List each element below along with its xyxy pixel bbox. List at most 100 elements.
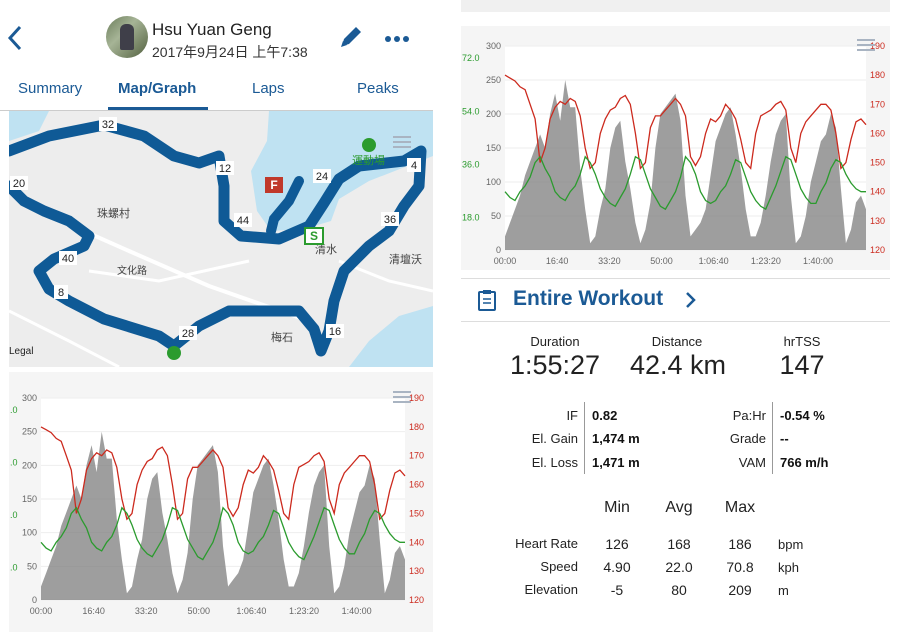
map-place-label: 文化路 (117, 264, 147, 277)
metric-label: Grade (729, 431, 766, 446)
pencil-icon (341, 27, 361, 47)
divider (772, 402, 773, 474)
map-menu-icon[interactable] (393, 133, 411, 149)
x-axis-tick: 16:40 (82, 606, 105, 616)
right-axis-tick: 190 (870, 41, 885, 51)
active-tab-indicator (108, 107, 208, 110)
chevron-right-icon (686, 292, 696, 308)
row-max: 209 (728, 582, 752, 598)
start-marker-icon (304, 227, 324, 245)
x-axis-tick: 16:40 (546, 256, 569, 266)
right-axis-tick: 180 (870, 70, 885, 80)
speed-axis-tick: 72.0 (462, 53, 480, 63)
elevation-area (41, 431, 405, 600)
workout-date: 2017年9月24日 上午7:38 (152, 44, 308, 60)
entire-workout-title: Entire Workout (513, 287, 664, 310)
left-axis-tick: 0 (496, 245, 501, 255)
metric-label: IF (566, 408, 578, 423)
map-canvas: 珠螺村 文化路 清水 清壇沃 梅石 運動場 32 12 20 44 24 4 3… (9, 111, 433, 367)
heart-rate-line (504, 74, 867, 170)
km-marker: 32 (102, 119, 114, 131)
right-axis-tick: 180 (409, 422, 424, 432)
distance-value: 42.4 km (629, 350, 727, 380)
right-axis-tick: 130 (409, 566, 424, 576)
left-axis-tick: 100 (486, 177, 501, 187)
x-axis-tick: 50:00 (650, 256, 673, 266)
water-area (349, 306, 433, 367)
right-axis-tick: 120 (870, 245, 885, 255)
x-axis-tick: 1:23:20 (289, 606, 319, 616)
divider (584, 402, 585, 474)
speed-axis-tick: .0 (10, 563, 18, 573)
x-axis-tick: 1:40:00 (342, 606, 372, 616)
edit-button[interactable] (336, 22, 366, 52)
map-legal-link[interactable]: Legal (9, 346, 33, 357)
table-header: Avg (665, 499, 693, 516)
row-min: -5 (610, 582, 624, 598)
left-screen: Hsu Yuan Geng 2017年9月24日 上午7:38 Summary … (0, 0, 433, 642)
row-avg: 168 (667, 536, 691, 552)
avatar[interactable] (106, 16, 148, 58)
top-strip (461, 0, 890, 12)
left-axis-tick: 50 (491, 211, 501, 221)
left-axis-tick: 50 (27, 561, 37, 571)
tab-summary[interactable]: Summary (18, 80, 83, 97)
route-map[interactable]: 珠螺村 文化路 清水 清壇沃 梅石 運動場 32 12 20 44 24 4 3… (9, 111, 433, 367)
left-axis-tick: 300 (486, 41, 501, 51)
km-marker: 20 (13, 178, 25, 190)
workout-chart-right[interactable]: 0 50 100 150 200 250 300 120 130 140 150 160 170 180 1… (461, 26, 890, 270)
left-axis-tick: 0 (32, 595, 37, 605)
finish-marker-icon (265, 177, 283, 193)
speed-line (40, 506, 405, 561)
chart-menu-icon[interactable] (393, 388, 411, 404)
row-max: 70.8 (726, 559, 754, 575)
speed-line (504, 155, 866, 211)
workout-chart-left[interactable]: 0 50 100 150 200 250 300 120 130 140 150 160 170 180 1… (9, 372, 433, 632)
metric-value: 1,471 m (592, 455, 640, 470)
ellipsis-icon (385, 36, 409, 42)
right-axis-tick: 170 (409, 451, 424, 461)
right-axis-tick: 150 (870, 158, 885, 168)
athlete-name: Hsu Yuan Geng (152, 20, 272, 39)
x-axis-tick: 50:00 (188, 606, 211, 616)
km-marker: 28 (182, 328, 194, 340)
table-header: Max (724, 499, 756, 516)
tab-map-graph[interactable]: Map/Graph (118, 80, 197, 97)
entire-workout-row[interactable]: Entire Workout (461, 278, 890, 322)
right-axis-tick: 170 (870, 99, 885, 109)
chart-menu-icon[interactable] (857, 36, 875, 52)
tab-peaks[interactable]: Peaks (357, 80, 399, 97)
speed-axis-tick: 18.0 (462, 212, 480, 222)
poi-icon (167, 346, 181, 360)
row-min: 126 (605, 536, 629, 552)
left-axis-tick: 200 (486, 109, 501, 119)
map-place-label: 運動場 (352, 153, 385, 167)
x-axis-tick: 33:20 (598, 256, 621, 266)
left-axis-tick: 100 (22, 528, 37, 538)
km-marker: 44 (237, 215, 249, 227)
right-axis-tick: 140 (870, 187, 885, 197)
duration-value: 1:55:27 (509, 350, 601, 380)
km-marker: 40 (62, 253, 74, 265)
km-marker: 16 (329, 326, 341, 338)
workout-chart-svg: 0 50 100 150 200 250 300 120 130 140 150 160 170 180 1… (10, 393, 424, 616)
map-place-label: 珠螺村 (97, 206, 130, 220)
map-place-label: 清壇沃 (389, 252, 422, 266)
row-min: 4.90 (603, 559, 631, 575)
metric-value: 0.82 (592, 408, 618, 423)
metric-value: 1,474 m (592, 431, 640, 446)
metric-value: -- (780, 431, 789, 446)
speed-axis-tick: .0 (10, 405, 18, 415)
heart-rate-line (40, 426, 406, 521)
x-axis-tick: 00:00 (30, 606, 53, 616)
workout-header: Hsu Yuan Geng 2017年9月24日 上午7:38 (0, 0, 433, 68)
more-button[interactable] (382, 24, 412, 54)
chevron-left-icon (7, 25, 22, 51)
back-button[interactable] (6, 24, 26, 52)
duration-label: Duration (530, 334, 580, 349)
left-axis-tick: 250 (486, 75, 501, 85)
metric-value: -0.54 % (780, 408, 825, 423)
tab-laps[interactable]: Laps (252, 80, 285, 97)
right-axis-tick: 190 (409, 393, 424, 403)
right-axis-tick: 120 (409, 595, 424, 605)
